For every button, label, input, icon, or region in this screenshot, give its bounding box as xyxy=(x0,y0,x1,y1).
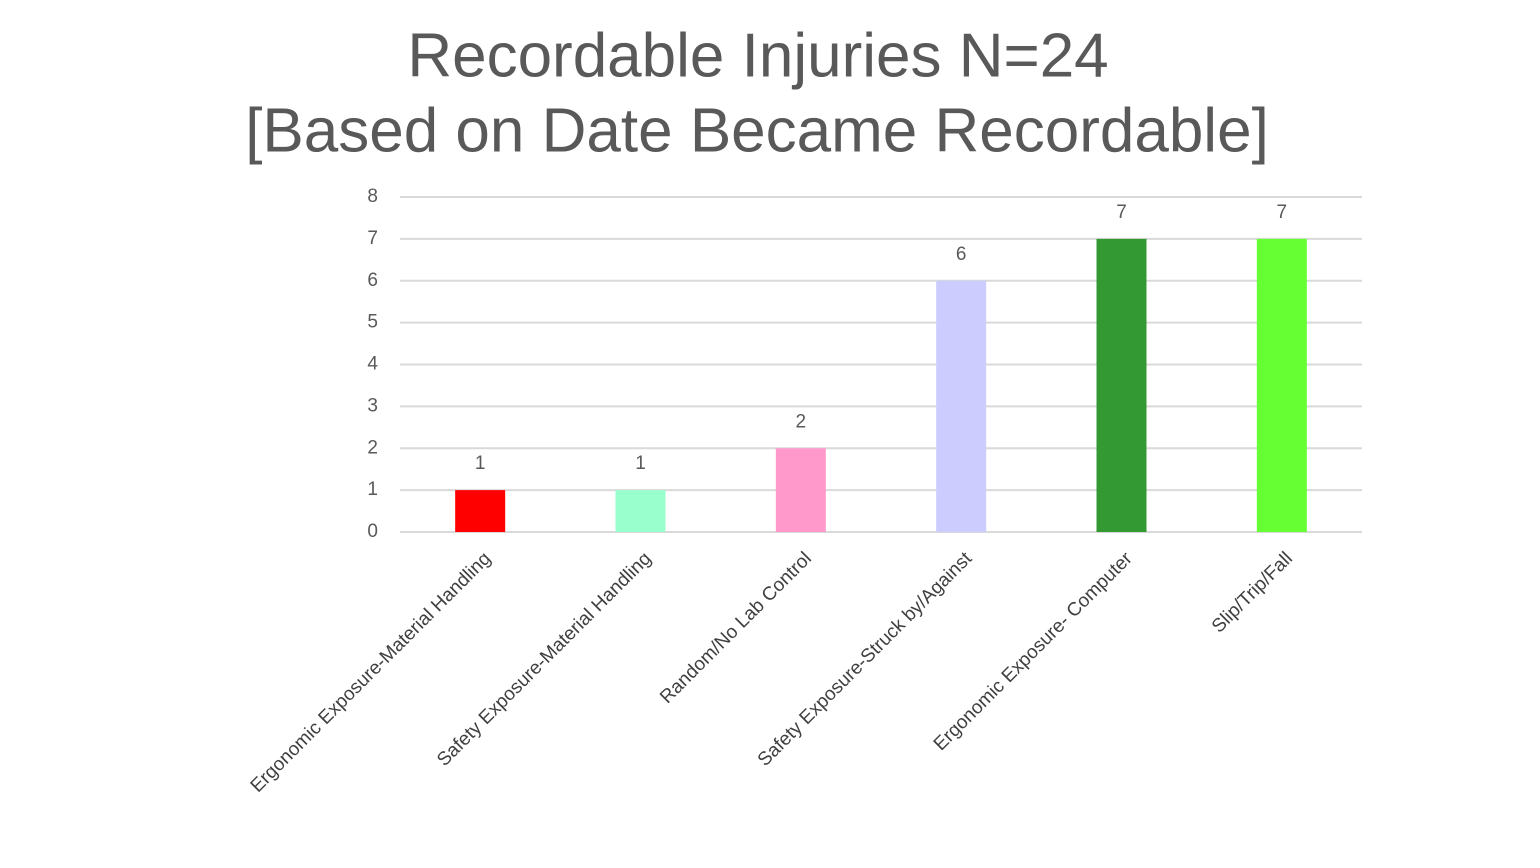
chart-subtitle: [Based on Date Became Recordable] xyxy=(245,96,1269,165)
bar xyxy=(775,448,826,532)
bar xyxy=(455,490,506,532)
x-tick-label: Slip/Trip/Fall xyxy=(1208,548,1297,637)
bar xyxy=(1256,238,1307,532)
data-label: 7 xyxy=(1277,202,1288,223)
y-tick-label: 6 xyxy=(367,270,378,291)
data-label: 1 xyxy=(635,453,646,474)
data-label: 7 xyxy=(1116,202,1127,223)
y-tick-label: 2 xyxy=(367,437,378,458)
y-tick-label: 4 xyxy=(367,354,378,375)
data-label: 6 xyxy=(956,244,967,265)
y-tick-label: 0 xyxy=(367,521,378,542)
x-tick-label: Random/No Lab Control xyxy=(656,548,816,708)
y-tick-label: 1 xyxy=(367,479,378,500)
chart-title: Recordable Injuries N=24 xyxy=(407,21,1108,90)
bar xyxy=(615,490,666,532)
bar xyxy=(1096,238,1147,532)
y-tick-label: 8 xyxy=(367,186,378,207)
x-tick-label: Ergonomic Exposure- Computer xyxy=(930,548,1137,755)
data-label: 1 xyxy=(475,453,486,474)
y-tick-label: 5 xyxy=(367,312,378,333)
y-tick-label: 3 xyxy=(367,395,378,416)
data-label: 2 xyxy=(796,411,807,432)
bar xyxy=(936,280,987,532)
y-tick-label: 7 xyxy=(367,228,378,249)
